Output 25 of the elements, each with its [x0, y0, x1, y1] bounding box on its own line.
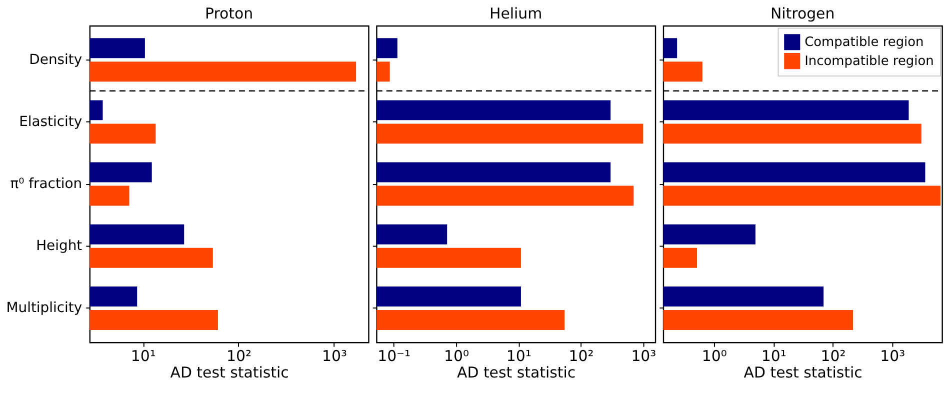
chart-title: Nitrogen [770, 4, 835, 23]
y-tick-label: Density [29, 52, 82, 68]
x-tick-label: 10¹ [761, 346, 786, 365]
chart-title: Helium [489, 4, 542, 23]
x-axis-title: AD test statistic [457, 364, 576, 382]
chart-title: Proton [204, 4, 254, 23]
x-axis-title: AD test statistic [744, 364, 862, 382]
x-tick-label: 10⁻¹ [378, 346, 411, 365]
y-tick-label: Multiplicity [6, 300, 82, 316]
legend-label: Compatible region [804, 35, 924, 50]
x-tick-label: 10³ [322, 346, 348, 365]
x-tick-label: 10⁰ [702, 346, 727, 365]
x-tick-label: 10¹ [506, 346, 532, 365]
y-tick-label: Height [36, 238, 83, 254]
x-axis-title: AD test statistic [170, 364, 289, 382]
y-tick-label: Elasticity [19, 114, 82, 130]
x-tick-label: 10² [568, 346, 594, 365]
x-tick-label: 10² [820, 346, 846, 365]
x-tick-label: 10¹ [130, 346, 156, 365]
legend-label: Incompatible region [804, 54, 934, 70]
x-tick-label: 10³ [631, 346, 656, 365]
x-tick-label: 10⁰ [444, 346, 469, 365]
x-tick-label: 10³ [880, 346, 906, 365]
x-tick-label: 10² [226, 346, 252, 365]
y-tick-label: π⁰ fraction [10, 176, 82, 192]
